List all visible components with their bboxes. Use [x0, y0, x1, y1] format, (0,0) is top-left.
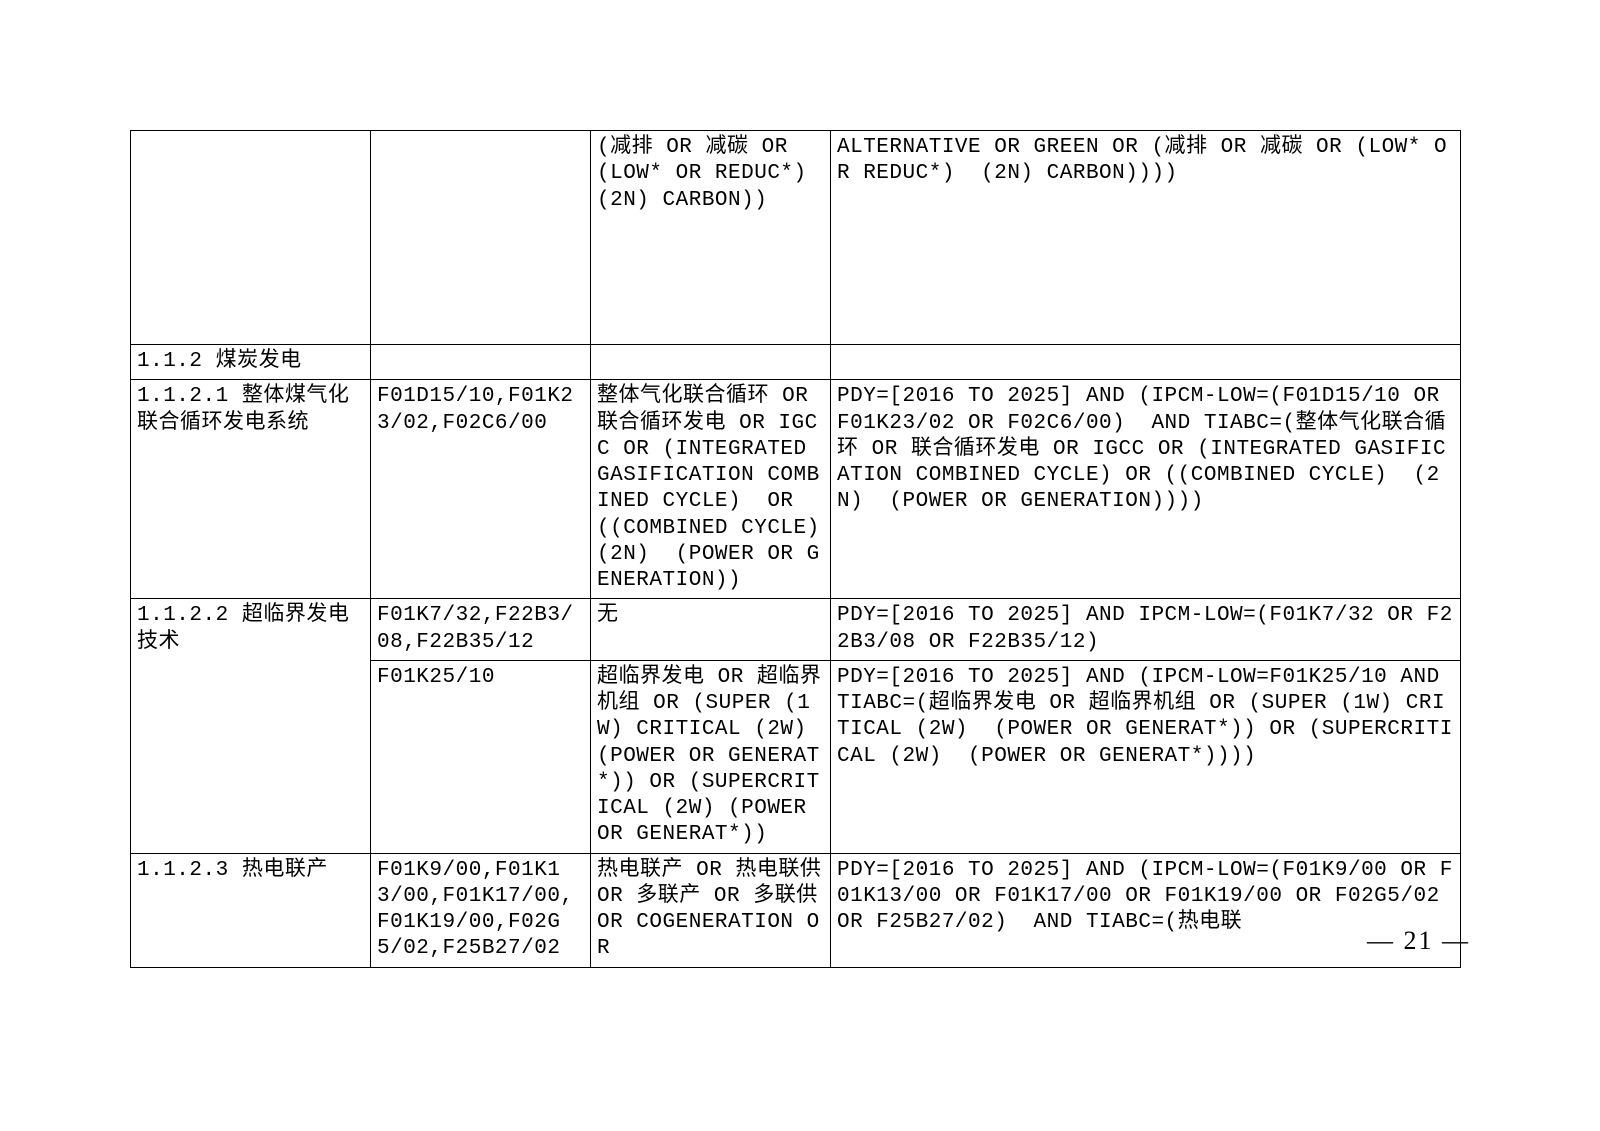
cell: F01K9/00,F01K13/00,F01K17/00,F01K19/00,F…	[371, 853, 591, 967]
cell: 超临界发电 OR 超临界机组 OR (SUPER (1W) CRITICAL (…	[591, 660, 831, 853]
cell: 1.1.2.1 整体煤气化联合循环发电系统	[131, 380, 371, 599]
cell	[131, 131, 371, 345]
data-table: (减排 OR 减碳 OR (LOW* OR REDUC*) (2N) CARBO…	[130, 130, 1461, 968]
cell	[831, 345, 1461, 380]
cell: F01D15/10,F01K23/02,F02C6/00	[371, 380, 591, 599]
cell: F01K7/32,F22B3/08,F22B35/12	[371, 599, 591, 661]
cell: PDY=[2016 TO 2025] AND IPCM-LOW=(F01K7/3…	[831, 599, 1461, 661]
page-number: — 21 —	[1367, 926, 1470, 956]
cell	[371, 131, 591, 345]
table-row: 1.1.2.3 热电联产 F01K9/00,F01K13/00,F01K17/0…	[131, 853, 1461, 967]
cell: 无	[591, 599, 831, 661]
cell: 1.1.2.3 热电联产	[131, 853, 371, 967]
cell	[591, 345, 831, 380]
cell: ALTERNATIVE OR GREEN OR (减排 OR 减碳 OR (LO…	[831, 131, 1461, 345]
cell: 1.1.2.2 超临界发电技术	[131, 599, 371, 853]
cell: 热电联产 OR 热电联供 OR 多联产 OR 多联供 OR COGENERATI…	[591, 853, 831, 967]
cell: PDY=[2016 TO 2025] AND (IPCM-LOW=(F01K9/…	[831, 853, 1461, 967]
cell: 1.1.2 煤炭发电	[131, 345, 371, 380]
cell	[371, 345, 591, 380]
cell: F01K25/10	[371, 660, 591, 853]
table-row: 1.1.2.1 整体煤气化联合循环发电系统 F01D15/10,F01K23/0…	[131, 380, 1461, 599]
table-row: 1.1.2.2 超临界发电技术 F01K7/32,F22B3/08,F22B35…	[131, 599, 1461, 661]
table-row: 1.1.2 煤炭发电	[131, 345, 1461, 380]
table-row: (减排 OR 减碳 OR (LOW* OR REDUC*) (2N) CARBO…	[131, 131, 1461, 345]
cell: 整体气化联合循环 OR 联合循环发电 OR IGCC OR (INTEGRATE…	[591, 380, 831, 599]
cell: PDY=[2016 TO 2025] AND (IPCM-LOW=(F01D15…	[831, 380, 1461, 599]
page: (减排 OR 减碳 OR (LOW* OR REDUC*) (2N) CARBO…	[0, 0, 1600, 1131]
cell: (减排 OR 减碳 OR (LOW* OR REDUC*) (2N) CARBO…	[591, 131, 831, 345]
cell: PDY=[2016 TO 2025] AND (IPCM-LOW=F01K25/…	[831, 660, 1461, 853]
